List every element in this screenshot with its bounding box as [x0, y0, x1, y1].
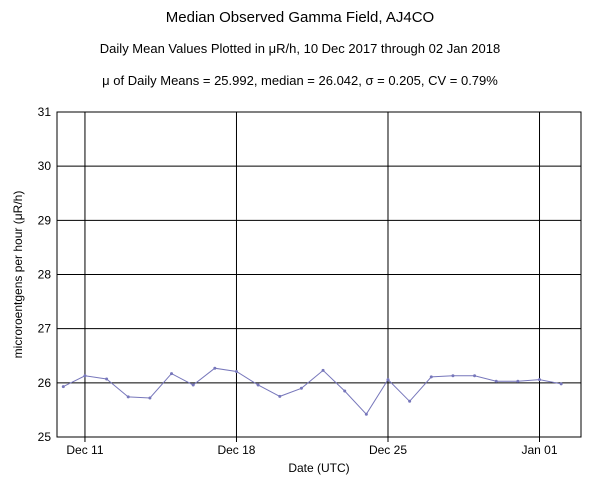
data-point	[191, 383, 195, 387]
x-tick-label: Dec 18	[217, 443, 255, 457]
x-tick-label: Jan 01	[521, 443, 557, 457]
y-tick-label: 30	[38, 159, 52, 173]
chart-subtitle: Daily Mean Values Plotted in μR/h, 10 De…	[99, 41, 501, 56]
data-point	[83, 374, 87, 378]
data-point	[538, 378, 542, 382]
data-point	[429, 375, 433, 379]
data-point	[408, 399, 412, 403]
x-tick-label: Dec 11	[66, 443, 103, 457]
data-point	[170, 372, 174, 376]
data-point	[473, 374, 477, 378]
data-point	[321, 368, 325, 372]
x-tick-label: Dec 25	[369, 443, 407, 457]
data-point	[213, 366, 217, 370]
data-point	[516, 379, 520, 383]
x-axis-label: Date (UTC)	[288, 461, 349, 475]
data-point	[364, 412, 368, 416]
chart-title: Median Observed Gamma Field, AJ4CO	[165, 9, 435, 26]
data-point	[451, 374, 455, 378]
y-tick-label: 26	[38, 376, 52, 390]
data-point	[386, 378, 390, 382]
y-tick-label: 31	[38, 105, 52, 119]
data-point	[256, 383, 260, 387]
data-point	[61, 385, 65, 389]
series-line	[63, 367, 562, 416]
data-point	[559, 382, 563, 386]
data-point	[234, 369, 238, 373]
data-point	[299, 386, 303, 390]
data-point	[126, 395, 130, 399]
data-point	[278, 394, 282, 398]
y-tick-label: 28	[38, 268, 52, 282]
data-point	[148, 396, 152, 400]
data-point	[494, 379, 498, 383]
y-axis-label: microroentgens per hour (μR/h)	[11, 191, 25, 359]
y-tick-label: 29	[38, 213, 52, 227]
y-tick-label: 25	[38, 430, 52, 444]
data-point	[343, 389, 347, 393]
plot-frame	[56, 111, 582, 438]
data-point	[105, 377, 109, 381]
y-tick-label: 27	[38, 322, 52, 336]
chart-statistics: μ of Daily Means = 25.992, median = 26.0…	[102, 73, 498, 88]
